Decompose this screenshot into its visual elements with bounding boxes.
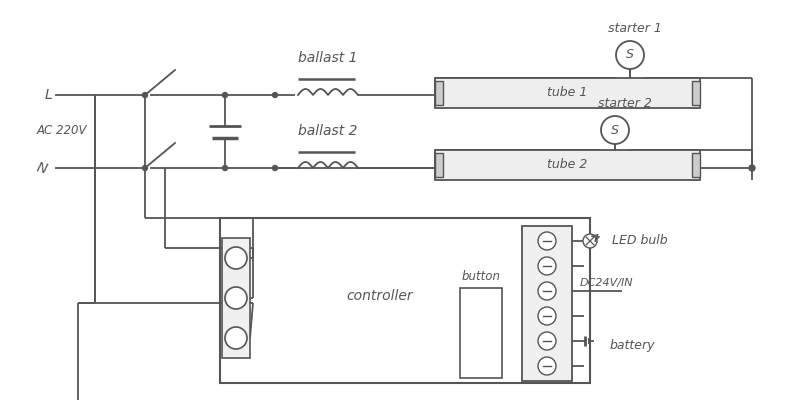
Bar xyxy=(222,238,250,358)
Bar xyxy=(460,288,502,378)
Bar xyxy=(522,226,572,381)
Circle shape xyxy=(616,41,644,69)
Circle shape xyxy=(225,247,247,269)
Text: N: N xyxy=(34,160,48,176)
Text: tube 2: tube 2 xyxy=(548,158,587,172)
Bar xyxy=(220,218,590,383)
Bar xyxy=(435,78,700,108)
Text: starter 1: starter 1 xyxy=(608,22,662,35)
Bar xyxy=(692,81,700,105)
Text: DC24V/IN: DC24V/IN xyxy=(580,278,634,288)
Bar xyxy=(692,153,700,177)
Text: controller: controller xyxy=(347,288,414,302)
Circle shape xyxy=(749,165,755,171)
Circle shape xyxy=(538,257,556,275)
Circle shape xyxy=(601,116,629,144)
Text: S: S xyxy=(626,48,634,62)
Text: L: L xyxy=(45,88,52,102)
Circle shape xyxy=(143,166,147,170)
Circle shape xyxy=(583,234,597,248)
Circle shape xyxy=(273,92,277,98)
Text: starter 2: starter 2 xyxy=(598,97,652,110)
Circle shape xyxy=(143,92,147,98)
Circle shape xyxy=(538,357,556,375)
Text: ballast 1: ballast 1 xyxy=(298,51,358,65)
Text: battery: battery xyxy=(610,340,655,352)
Circle shape xyxy=(538,232,556,250)
Circle shape xyxy=(225,287,247,309)
Bar xyxy=(435,153,443,177)
Text: ballast 2: ballast 2 xyxy=(298,124,358,138)
Circle shape xyxy=(222,166,227,170)
Bar xyxy=(435,150,700,180)
Circle shape xyxy=(222,92,227,98)
Circle shape xyxy=(538,282,556,300)
Text: LED bulb: LED bulb xyxy=(612,234,668,248)
Text: button: button xyxy=(461,270,501,283)
Text: S: S xyxy=(611,124,619,136)
Text: tube 1: tube 1 xyxy=(548,86,587,100)
Circle shape xyxy=(538,307,556,325)
Circle shape xyxy=(273,166,277,170)
Text: AC 220V: AC 220V xyxy=(37,124,87,136)
Circle shape xyxy=(225,327,247,349)
Bar xyxy=(435,81,443,105)
Circle shape xyxy=(538,332,556,350)
